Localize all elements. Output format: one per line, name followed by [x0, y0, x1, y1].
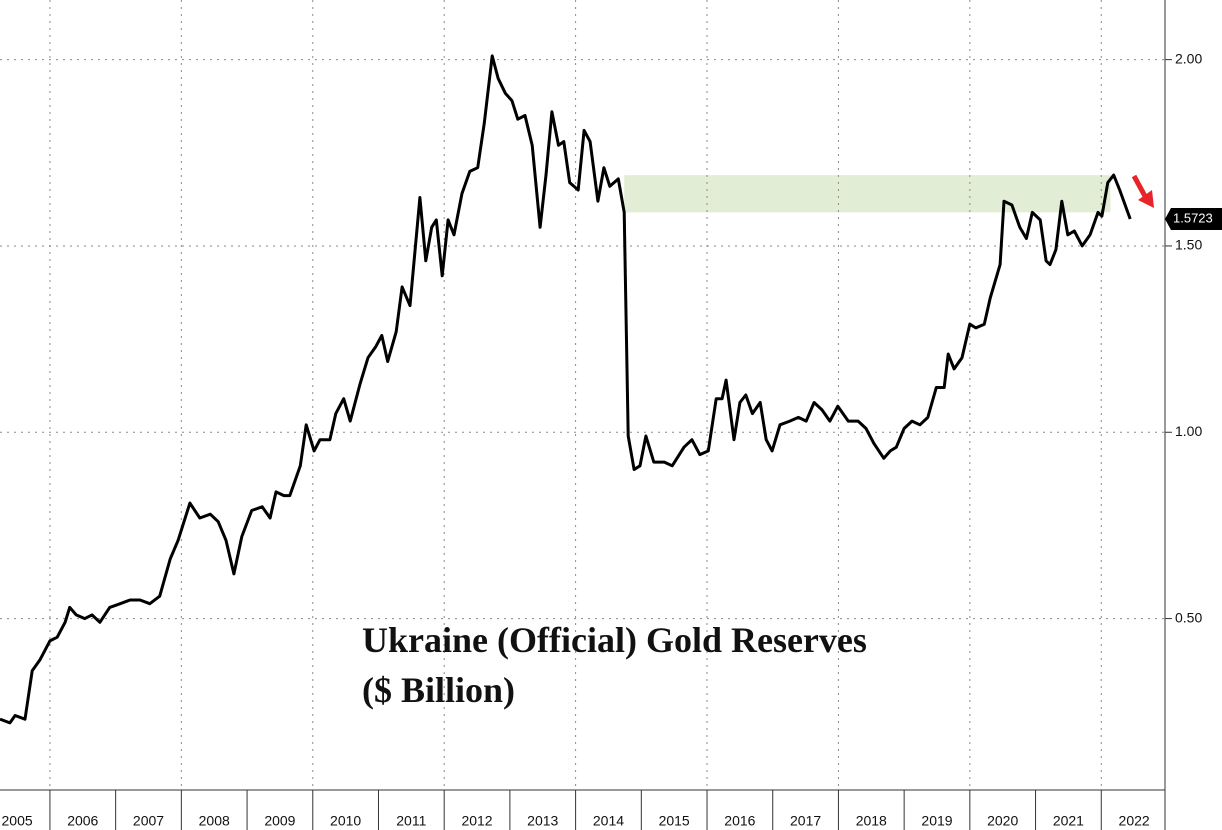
x-tick-label: 2017	[790, 813, 821, 829]
x-tick-label: 2010	[330, 813, 361, 829]
y-tick-label: 1.50	[1175, 237, 1202, 253]
arrow-head	[1138, 190, 1154, 208]
last-value-box	[1165, 208, 1222, 231]
x-tick-label: 2009	[264, 813, 295, 829]
x-tick-label: 2016	[724, 813, 755, 829]
chart-subtitle: ($ Billion)	[362, 670, 515, 710]
y-tick-label: 1.00	[1175, 423, 1202, 439]
chart-title: Ukraine (Official) Gold Reserves	[362, 620, 867, 660]
x-tick-label: 2015	[659, 813, 690, 829]
x-tick-label: 2013	[527, 813, 558, 829]
x-tick-label: 2012	[461, 813, 492, 829]
x-tick-label: 2018	[856, 813, 887, 829]
trend-arrow	[1131, 174, 1154, 208]
x-tick-label: 2008	[199, 813, 230, 829]
x-tick-label: 2019	[921, 813, 952, 829]
x-tick-label: 2021	[1053, 813, 1084, 829]
last-value-label: 1.5723	[1173, 210, 1213, 225]
y-tick-label: 2.00	[1175, 50, 1202, 66]
background-layer	[624, 175, 1111, 213]
series-line	[0, 54, 1132, 725]
x-tick-label: 2022	[1119, 813, 1150, 829]
y-tick-label: 0.50	[1175, 609, 1202, 625]
x-tick-label: 2006	[67, 813, 98, 829]
x-tick-label: 2007	[133, 813, 164, 829]
x-tick-label: 2011	[396, 813, 426, 829]
x-tick-label: 2005	[2, 813, 33, 829]
highlight-band	[624, 175, 1111, 213]
arrow-shaft	[1131, 174, 1149, 200]
data-layer: 1.5723	[0, 54, 1222, 725]
x-tick-label: 2014	[593, 813, 624, 829]
x-tick-label: 2020	[987, 813, 1018, 829]
